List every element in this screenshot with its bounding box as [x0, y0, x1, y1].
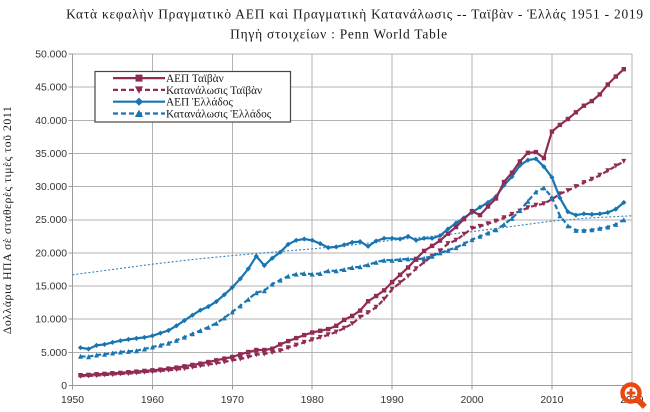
svg-text:Κατανάλωσις Ταϊβὰν: Κατανάλωσις Ταϊβὰν [166, 85, 262, 97]
svg-text:Κατὰ κεφαλὴν Πραγματικὸ ΑΕΠ κα: Κατὰ κεφαλὴν Πραγματικὸ ΑΕΠ καὶ Πραγματι… [66, 7, 644, 22]
svg-text:1980: 1980 [301, 395, 324, 406]
svg-text:1990: 1990 [381, 395, 404, 406]
svg-text:Κατανάλωσις Ἑλλάδος: Κατανάλωσις Ἑλλάδος [166, 109, 272, 121]
svg-text:ΑΕΠ Ἑλλάδος: ΑΕΠ Ἑλλάδος [166, 97, 233, 109]
svg-text:Δολλάρια ΗΠΑ σὲ σταθερὲς τιμὲς: Δολλάρια ΗΠΑ σὲ σταθερὲς τιμὲς τοῦ 2011 [0, 106, 14, 335]
svg-text:1960: 1960 [141, 395, 164, 406]
svg-text:15.000: 15.000 [35, 282, 67, 293]
svg-text:45.000: 45.000 [35, 83, 67, 94]
svg-text:Πηγὴ στοιχείων : Penn World T: Πηγὴ στοιχείων : Penn World Table [230, 27, 448, 42]
svg-text:50.000: 50.000 [35, 50, 67, 61]
svg-text:2000: 2000 [460, 395, 483, 406]
svg-text:ΑΕΠ Ταϊβὰν: ΑΕΠ Ταϊβὰν [166, 73, 224, 85]
svg-text:30.000: 30.000 [35, 182, 67, 193]
svg-text:5.000: 5.000 [41, 348, 67, 359]
svg-text:20.000: 20.000 [35, 248, 67, 259]
svg-text:25.000: 25.000 [35, 215, 67, 226]
svg-text:35.000: 35.000 [35, 149, 67, 160]
svg-text:40.000: 40.000 [35, 116, 67, 127]
svg-text:2010: 2010 [540, 395, 563, 406]
svg-text:1970: 1970 [221, 395, 244, 406]
svg-text:0: 0 [61, 381, 67, 392]
svg-text:1950: 1950 [61, 395, 84, 406]
svg-text:10.000: 10.000 [35, 315, 67, 326]
